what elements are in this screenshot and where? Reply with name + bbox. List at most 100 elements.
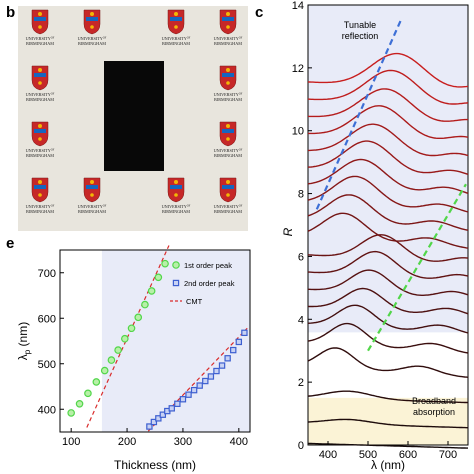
crest-lion-icon [38,193,42,197]
panel-e: e 400 500 600 700 100 200 300 400 1st order pea… [6,235,251,472]
crest-shield-icon [219,65,237,91]
reflectance-curve [307,88,468,122]
crest-band-icon [170,17,182,21]
crest-lion-icon [38,124,42,128]
panel-e-letter: e [6,235,14,252]
logo-text-university: UNIVERSITYOF [214,204,243,209]
second-order-point [230,346,237,354]
crest-lion-icon [174,180,178,184]
y-tick-label: 8 [298,189,304,201]
crest-shield-icon [219,177,237,203]
logo-text-of: OF [51,37,55,40]
first-order-point [161,259,169,268]
crest-band-icon [170,185,182,189]
tunable-reflection-label-line2: reflection [342,31,379,41]
logo-text-university: UNIVERSITYOF [214,148,243,153]
peak-guide-line [367,183,467,352]
panel-e-legend: 1st order peak 2nd order peak CMT [170,261,235,306]
reflectance-curve [307,322,469,354]
logo-text-birmingham: BIRMINGHAM [162,209,190,214]
legend-second-order-label: 2nd order peak [184,279,235,288]
reflectance-curve [307,347,469,378]
peak-guide-line [315,17,404,210]
x-tick-label: 700 [439,449,457,461]
crest-lion-icon [38,81,42,85]
logo-text-birmingham: BIRMINGHAM [214,97,242,102]
second-order-point [218,362,226,369]
second-order-point [207,373,215,380]
logo-text-university: UNIVERSITYOF [26,148,55,153]
logo-text-of: OF [103,37,107,40]
crest-lion-icon [174,12,178,16]
logo-text-university: UNIVERSITYOF [78,204,107,209]
crest-band-icon [34,185,46,189]
x-tick-label: 600 [399,449,417,461]
reflectance-curve [307,287,469,315]
y-tick-label: 10 [292,126,304,138]
x-tick-label: 100 [62,436,80,448]
second-order-point [196,382,203,389]
logo-text-university: UNIVERSITYOF [26,36,55,41]
legend-first-order-label: 1st order peak [184,261,232,270]
legend-cmt-label: CMT [186,297,203,306]
second-order-point [185,391,192,398]
crest-lion-icon [38,25,42,29]
logo-text-of: OF [187,205,191,208]
second-order-point [202,377,209,385]
panel-e-ylabel: λp (nm) [16,322,32,360]
logo-text-birmingham: BIRMINGHAM [214,153,242,158]
panel-c: c 0 2 4 6 8 10 12 14 400 500 600 700 Tunable reflec… [255,0,469,472]
first-order-point [147,287,156,295]
crest-shield-icon [31,9,49,35]
logo-text-university: UNIVERSITYOF [26,204,55,209]
logo-text-birmingham: BIRMINGHAM [214,41,242,46]
y-tick-label: 14 [292,0,304,12]
second-order-point [168,405,175,412]
logo-text-of: OF [51,149,55,152]
crest-band-icon [34,17,46,21]
crest-lion-icon [226,25,230,29]
first-order-point [67,409,75,417]
crest-band-icon [222,17,234,21]
crest-band-icon [86,185,98,189]
crest-lion-icon [38,180,42,184]
first-order-point [100,366,109,375]
crest-shield-icon [219,9,237,35]
peak-data-points [67,259,248,430]
second-order-point [146,423,153,430]
logo-text-birmingham: BIRMINGHAM [214,209,242,214]
logo-text-birmingham: BIRMINGHAM [26,41,54,46]
absorption-shaded-region [308,397,468,445]
first-order-point [121,334,129,343]
reflectance-curves [307,52,469,449]
reflectance-curve [307,234,469,262]
crest-lion-icon [90,180,94,184]
logo-grid: UNIVERSITYOFBIRMINGHAMUNIVERSITYOFBIRMIN… [26,9,243,214]
crest-band-icon [34,73,46,77]
reflectance-curve [307,212,469,249]
y-tick-label: 600 [38,313,56,325]
logo-text-university: UNIVERSITYOF [162,36,191,41]
panel-b: b UNIVERSITYOFBIRMINGHAMUNIVERSITYOFBIRM… [6,4,248,231]
crest-lion-icon [90,25,94,29]
crest-lion-icon [226,12,230,16]
panel-c-ylabel: R [281,227,295,236]
panel-e-xlabel: Thickness (nm) [114,458,196,472]
crest-shield-icon [31,121,49,147]
second-order-point [174,400,181,407]
logo-text-university: UNIVERSITYOF [162,204,191,209]
crest-lion-icon [226,193,230,197]
x-tick-label: 400 [230,436,248,448]
y-tick-label: 400 [38,404,56,416]
logo-text-birmingham: BIRMINGHAM [78,209,106,214]
reflectance-curve [307,52,469,88]
y-tick-label: 2 [298,377,304,389]
y-tick-label: 6 [298,251,304,263]
